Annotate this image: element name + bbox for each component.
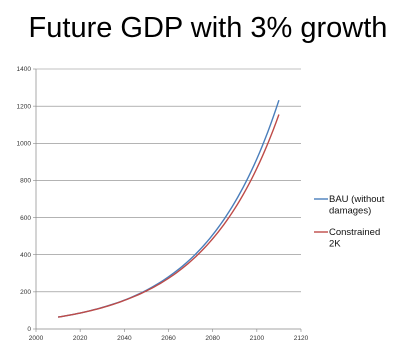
y-tick-label: 400 [20,252,31,259]
x-tick-label: 2000 [29,335,44,342]
axes [33,68,302,332]
tick-labels: 0 200 400 600 800 1000 1200 1400 2000 2020 2040 206… [17,66,309,342]
y-tick-label: 1200 [17,103,32,110]
x-tick-label: 2120 [294,335,309,342]
slide-title: Future GDP with 3% growth [28,12,388,44]
y-tick-label: 800 [20,178,31,185]
y-tick-label: 200 [20,289,31,296]
legend-label: Constrained [329,227,380,238]
x-tick-label: 2020 [73,335,88,342]
y-tick-label: 600 [20,215,31,222]
series-line-constrained-2k [57,114,280,318]
y-tick-label: 1400 [17,66,32,73]
y-tick-label: 1000 [17,140,32,147]
x-tick-label: 2080 [205,335,220,342]
x-tick-label: 2060 [161,335,176,342]
legend-label: BAU (without [329,194,385,205]
series-line-bau [57,99,280,318]
x-tick-label: 2100 [250,335,265,342]
y-tick-label: 0 [27,326,31,333]
legend-label: damages) [329,206,371,217]
x-tick-label: 2040 [117,335,132,342]
gridlines [36,68,301,293]
series-lines [57,99,280,318]
legend-label: 2K [329,239,341,250]
